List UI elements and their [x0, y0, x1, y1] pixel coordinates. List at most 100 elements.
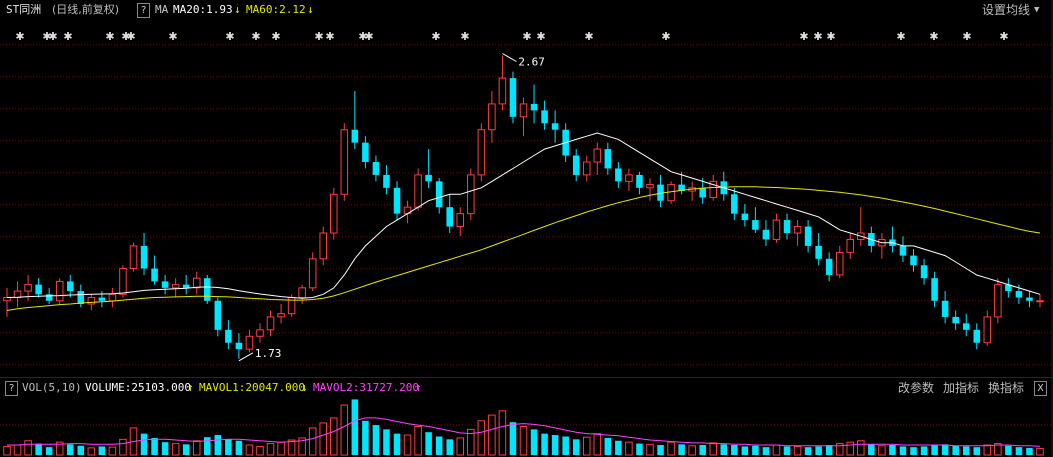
candle-body [962, 323, 970, 330]
volume-bar [741, 446, 749, 455]
candle-body [772, 219, 781, 240]
volume-bar [192, 440, 201, 456]
volume-bar [857, 440, 865, 456]
candle-body [129, 245, 138, 269]
candle [519, 97, 528, 137]
candle [192, 271, 201, 295]
candle-body [530, 103, 538, 111]
candle-body [66, 281, 74, 292]
change-params-button[interactable]: 改参数 [898, 381, 935, 395]
candle-body [235, 342, 243, 350]
volume-bar [793, 445, 802, 456]
volume-bar [667, 441, 675, 456]
volume-bar [541, 433, 548, 455]
candle [467, 168, 475, 221]
volume-bar [151, 437, 158, 455]
volume-help-button[interactable]: ? [5, 381, 18, 396]
candle [435, 178, 443, 214]
candle [572, 149, 580, 182]
candle [762, 220, 770, 246]
candle [161, 274, 169, 295]
add-indicator-button[interactable]: 加指标 [943, 381, 980, 395]
candle [425, 149, 432, 188]
candle [667, 181, 675, 204]
candle-body [24, 284, 32, 292]
volume-bar [625, 441, 633, 456]
candle [846, 233, 855, 259]
candle [77, 284, 85, 308]
candle-body [783, 220, 791, 233]
volume-bar [182, 444, 190, 455]
ma60-arrow-icon: ↓ [307, 3, 314, 16]
help-button[interactable]: ? [137, 3, 150, 18]
candle-body [140, 245, 148, 269]
volume-bar [171, 443, 180, 456]
volume-bar [709, 442, 718, 456]
ma20-line [6, 132, 1041, 299]
close-indicator-button[interactable]: X [1034, 381, 1047, 396]
event-marker-icon: ✱ [121, 30, 130, 43]
volume-bar [287, 439, 296, 456]
low-pointer [238, 352, 254, 362]
volume-bar [3, 445, 11, 456]
candle-body [593, 148, 602, 163]
candle [446, 194, 453, 233]
candle-body [604, 149, 612, 169]
volume-bar [383, 429, 390, 455]
volume-bars [3, 399, 1044, 456]
candle [266, 310, 275, 337]
volume-bar [562, 436, 569, 455]
candle-body [667, 184, 675, 202]
candle-body [741, 213, 749, 221]
candle-body [1026, 297, 1033, 301]
event-marker-icon: ✱ [460, 30, 469, 43]
volume-header-bar: ? VOL(5,10) VOLUME:25103.000 ↑ MAVOL1:20… [0, 377, 1053, 398]
candle [910, 249, 917, 272]
volume-bar [572, 439, 580, 455]
volume-bar [87, 447, 96, 456]
candle-body [699, 187, 706, 198]
volume-bar [952, 445, 959, 455]
volume-bar [225, 439, 232, 455]
volume-bar [519, 426, 528, 456]
candle-body [151, 268, 158, 282]
candle [319, 226, 327, 266]
volume-bar [467, 428, 475, 456]
event-marker-icon: ✱ [962, 30, 971, 43]
volume-bar [393, 433, 401, 455]
volume-bar [329, 417, 338, 456]
candle-body [171, 284, 180, 289]
event-marker-icon: ✱ [536, 30, 545, 43]
candle [182, 274, 190, 295]
volume-bar [889, 445, 896, 455]
candle-body [731, 194, 738, 214]
ma-label: MA [155, 3, 169, 16]
candle [835, 245, 844, 279]
volume-bar [24, 440, 32, 456]
candle-body [477, 129, 486, 176]
volume-bar [204, 437, 211, 455]
volume-bar [825, 445, 833, 455]
candle-body [266, 316, 275, 331]
set-ma-button[interactable]: 设置均线 [982, 3, 1031, 17]
candle-body [541, 110, 548, 124]
candle-body [1015, 291, 1023, 298]
event-marker-icon: ✱ [314, 30, 323, 43]
volume-bar [910, 447, 917, 455]
candle-body [298, 287, 306, 299]
chevron-down-icon[interactable]: ▼ [1034, 5, 1040, 15]
volume-bar [98, 446, 106, 455]
candlesticks [3, 55, 1044, 359]
event-marker-icon: ✱ [251, 30, 260, 43]
mavol1-value: MAVOL1:20047.000 [199, 381, 305, 394]
volume-bar [783, 446, 791, 455]
swap-indicator-button[interactable]: 换指标 [988, 381, 1025, 395]
candle-body [804, 226, 812, 246]
mavol2-line [7, 417, 1041, 447]
volume-bar [920, 446, 928, 455]
volume-bar [1036, 448, 1044, 456]
volume-bar [1015, 447, 1023, 455]
candle-body [467, 174, 475, 215]
candle [55, 278, 64, 304]
